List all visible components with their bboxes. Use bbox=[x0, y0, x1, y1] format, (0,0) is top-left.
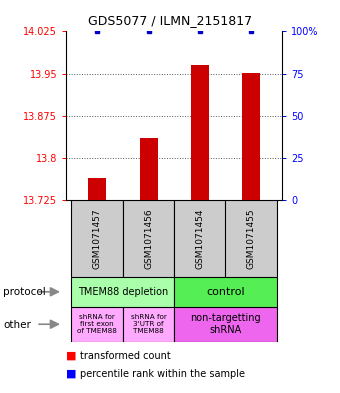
Text: control: control bbox=[206, 287, 245, 297]
Text: shRNA for
3'UTR of
TMEM88: shRNA for 3'UTR of TMEM88 bbox=[131, 314, 167, 334]
Bar bbox=[71, 200, 123, 277]
Bar bbox=[174, 277, 277, 307]
Bar bbox=[123, 307, 174, 342]
Text: transformed count: transformed count bbox=[80, 351, 171, 361]
Bar bbox=[174, 200, 226, 277]
Text: other: other bbox=[3, 320, 31, 331]
Bar bbox=[71, 307, 123, 342]
Bar bbox=[174, 307, 277, 342]
Text: GSM1071454: GSM1071454 bbox=[195, 209, 204, 269]
Bar bbox=[139, 138, 157, 200]
Text: TMEM88 depletion: TMEM88 depletion bbox=[78, 287, 168, 297]
Text: GSM1071455: GSM1071455 bbox=[247, 208, 256, 269]
Text: non-targetting
shRNA: non-targetting shRNA bbox=[190, 314, 261, 335]
Text: GSM1071456: GSM1071456 bbox=[144, 208, 153, 269]
Bar bbox=[225, 200, 277, 277]
Text: ■: ■ bbox=[66, 351, 77, 361]
Bar bbox=[71, 277, 174, 307]
Text: shRNA for
first exon
of TMEM88: shRNA for first exon of TMEM88 bbox=[77, 314, 117, 334]
Text: GSM1071457: GSM1071457 bbox=[92, 208, 102, 269]
Text: GDS5077 / ILMN_2151817: GDS5077 / ILMN_2151817 bbox=[88, 14, 252, 27]
Text: protocol: protocol bbox=[3, 286, 46, 297]
Text: percentile rank within the sample: percentile rank within the sample bbox=[80, 369, 245, 379]
Bar bbox=[123, 200, 174, 277]
Bar bbox=[191, 65, 209, 200]
Bar bbox=[88, 178, 106, 200]
Text: ■: ■ bbox=[66, 369, 77, 379]
Bar bbox=[242, 73, 260, 200]
